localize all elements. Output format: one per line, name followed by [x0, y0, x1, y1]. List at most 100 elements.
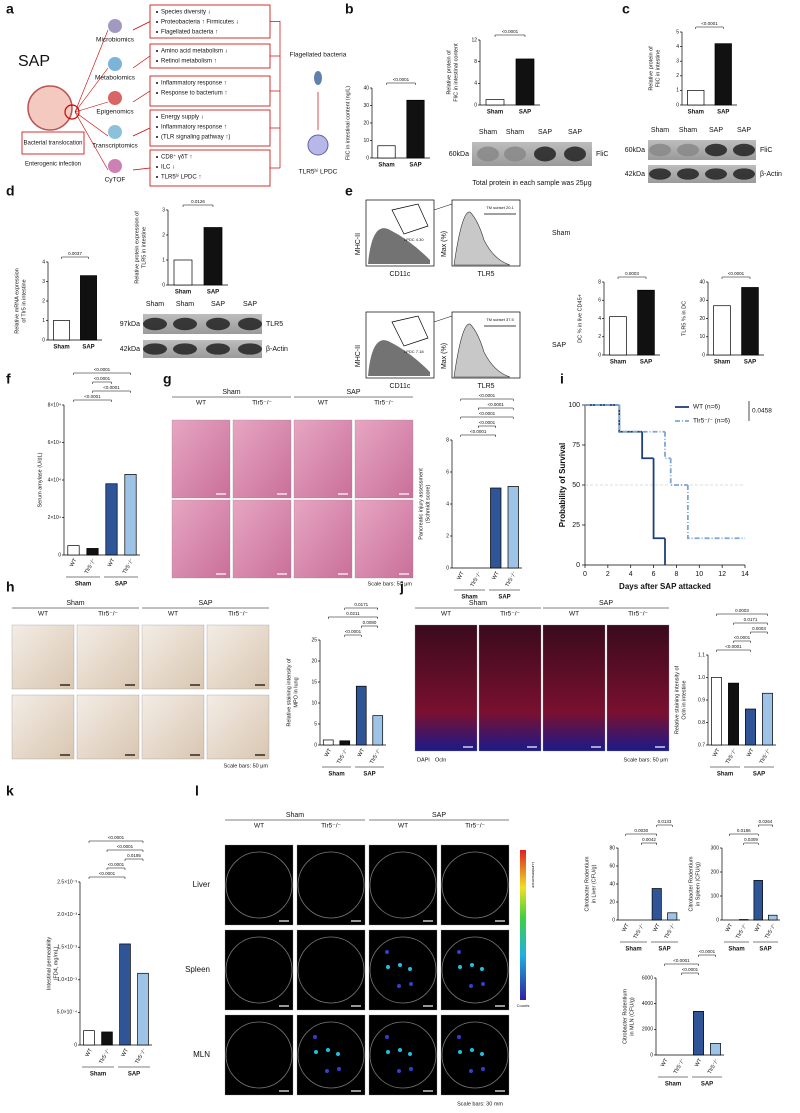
- signal-spot: [337, 1067, 341, 1071]
- x-tick-label: Sham: [175, 290, 191, 296]
- p-value: <0.0001: [345, 629, 362, 634]
- y-tick-label: 4: [446, 501, 449, 507]
- bullet: [156, 31, 158, 33]
- bar: [507, 486, 519, 569]
- gate-link: [433, 203, 453, 211]
- bullet: [156, 21, 158, 23]
- y-tick-label: 0: [676, 102, 679, 108]
- blot-band: [173, 343, 197, 355]
- panel-letter: b: [345, 1, 354, 17]
- x-tick-label: WT: [357, 747, 367, 758]
- signal-spot: [397, 984, 401, 988]
- y-tick-label: 0: [598, 352, 601, 358]
- bar: [768, 914, 778, 921]
- bar: [372, 715, 384, 746]
- plate: [369, 1021, 437, 1089]
- group-header: Sham: [286, 812, 304, 819]
- bar: [339, 740, 351, 746]
- y-axis-label: of Tlr5 in intestine: [21, 279, 27, 322]
- gate-label: LPDC 4.30: [404, 237, 424, 242]
- bar: [322, 739, 334, 746]
- colorbar-title: Luminescence: [531, 862, 536, 889]
- p-value: 0.0042: [642, 837, 656, 842]
- infection-label: Enterogenic infection: [25, 162, 81, 168]
- protein-label: β-Actin: [760, 171, 782, 178]
- x-axis-label: CD11c: [390, 271, 411, 278]
- p-value: <0.0001: [682, 967, 699, 972]
- marker-label: 42kDa: [120, 346, 140, 353]
- marker-label: 97kDa: [120, 321, 140, 328]
- stain-label: Ocln: [435, 757, 446, 763]
- finding-text: Inflammatory response ↑: [161, 125, 227, 131]
- y-axis-label: (Schmidt score): [425, 485, 431, 524]
- p-value: <0.0001: [117, 844, 134, 849]
- micrograph: [368, 844, 438, 926]
- bar: [67, 545, 80, 556]
- intestine-icon: [27, 85, 73, 131]
- bar: [203, 227, 223, 286]
- micrograph: [606, 624, 670, 752]
- y-tick-label: 0: [446, 565, 449, 571]
- finding-box: [149, 43, 271, 69]
- y-tick-label: 2×10⁴: [48, 515, 61, 521]
- significance-bracket: [758, 824, 773, 827]
- marker-label: 42kDa: [625, 171, 645, 178]
- significance-bracket: [478, 407, 514, 410]
- micrograph: [293, 499, 353, 579]
- x-tick-label: WT: [121, 1047, 131, 1058]
- bar: [377, 145, 396, 159]
- panel-letter: e: [345, 183, 353, 199]
- signal-spot: [408, 967, 412, 971]
- group-label: SAP: [128, 1072, 140, 1078]
- micrograph: [171, 419, 231, 499]
- plate: [297, 851, 365, 919]
- arrow: [132, 127, 151, 137]
- arrow: [132, 167, 151, 171]
- genotype-header: Tlr5⁻/⁻: [98, 611, 118, 618]
- micrograph: [224, 844, 294, 926]
- y-tick-label: 0: [650, 1052, 653, 1058]
- micrograph: [141, 624, 205, 690]
- significance-bracket: [721, 276, 751, 279]
- blot-band: [564, 146, 586, 162]
- x-tick-label: WT: [652, 922, 662, 933]
- bar: [713, 305, 731, 356]
- y-tick-label: 3: [676, 59, 679, 65]
- panel-letter: i: [560, 371, 564, 387]
- y-tick-label: 60: [609, 863, 615, 869]
- lane-label: Sham: [679, 127, 697, 134]
- y-tick-label: 1.1: [698, 652, 705, 658]
- x-tick-label: SAP: [519, 110, 531, 116]
- x-tick-label: WT: [107, 557, 117, 568]
- x-tick-label: 2: [606, 571, 610, 578]
- x-tick-label: SAP: [207, 290, 219, 296]
- finding-box: [149, 109, 271, 147]
- y-axis-label: MHC-II: [355, 233, 362, 255]
- finding-text: Proteobacteria ↑ Firmicutes ↓: [161, 20, 239, 26]
- survival-step: [618, 405, 665, 433]
- significance-bracket: [729, 833, 759, 836]
- bar: [53, 320, 70, 341]
- lane-label: SAP: [737, 127, 751, 134]
- y-tick-label: 0.9: [698, 697, 705, 703]
- gate-link: [433, 315, 453, 323]
- protein-label: FliC: [760, 147, 772, 154]
- lane-label: Sham: [651, 127, 669, 134]
- y-axis-label: Relative mRNA expression: [14, 268, 20, 333]
- bar: [124, 474, 137, 556]
- condition-label: Sham: [552, 230, 570, 237]
- y-tick-label: 3: [42, 279, 45, 285]
- micrograph: [440, 844, 510, 926]
- micrograph: [224, 929, 294, 1011]
- translocation-box: [21, 131, 85, 155]
- blot-band: [677, 143, 699, 157]
- micrograph: [224, 1014, 294, 1096]
- y-tick-label: 2: [676, 73, 679, 79]
- bullet: [156, 92, 158, 94]
- y-tick-label: 2: [162, 232, 165, 238]
- y-tick-label: 12: [471, 37, 477, 43]
- p-value: 0.0003: [735, 608, 749, 613]
- y-axis-label: in Spleen (CFU/g): [695, 862, 701, 906]
- y-axis-label: Ocln in intestine: [681, 680, 687, 719]
- significance-bracket: [733, 622, 768, 625]
